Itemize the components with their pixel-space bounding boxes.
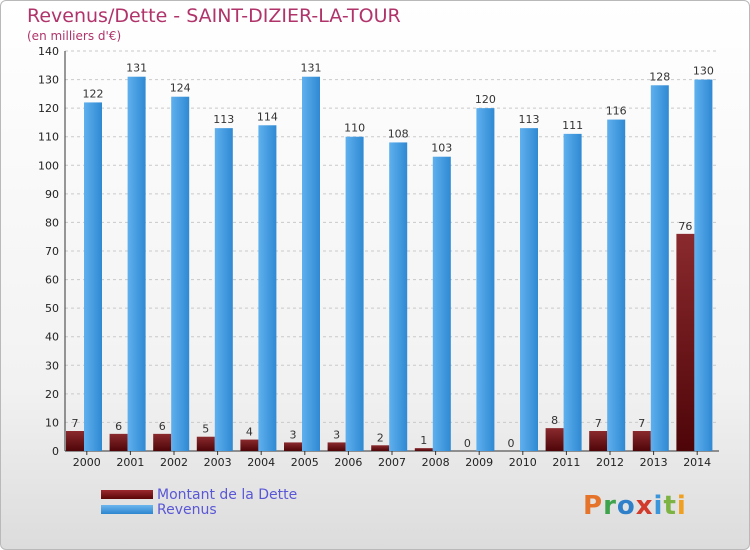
bar-revenus-2009 bbox=[476, 108, 495, 452]
bar-dette-2001 bbox=[109, 433, 128, 451]
y-tick-label: 110 bbox=[38, 131, 59, 144]
y-tick-label: 70 bbox=[45, 245, 59, 258]
x-tick-label-2006: 2006 bbox=[334, 456, 362, 469]
bar-revenus-2006 bbox=[345, 136, 364, 451]
x-tick-label-2000: 2000 bbox=[73, 456, 101, 469]
data-label-revenus-2004: 114 bbox=[257, 110, 278, 123]
y-tick-label: 30 bbox=[45, 359, 59, 372]
data-label-dette-2005: 3 bbox=[290, 428, 297, 441]
x-tick-label-2008: 2008 bbox=[422, 456, 450, 469]
y-tick-label: 50 bbox=[45, 302, 59, 315]
bar-dette-2000 bbox=[66, 431, 84, 451]
bar-dette-2006 bbox=[327, 442, 346, 451]
data-label-revenus-2009: 120 bbox=[475, 93, 496, 106]
data-label-dette-2010: 0 bbox=[508, 437, 515, 450]
bar-dette-2011 bbox=[545, 428, 564, 451]
bar-revenus-2000 bbox=[84, 102, 102, 451]
data-label-revenus-2005: 131 bbox=[301, 62, 322, 75]
proxiti-logo: Proxiti bbox=[583, 491, 687, 521]
y-tick-label: 90 bbox=[45, 188, 59, 201]
data-label-revenus-2013: 128 bbox=[649, 70, 670, 83]
legend-label-revenus: Revenus bbox=[157, 502, 217, 518]
x-tick-label-2013: 2013 bbox=[640, 456, 668, 469]
data-label-revenus-2012: 116 bbox=[606, 105, 627, 118]
bar-revenus-2005 bbox=[302, 76, 320, 451]
x-tick-label-2005: 2005 bbox=[291, 456, 319, 469]
data-label-revenus-2010: 113 bbox=[519, 113, 540, 126]
data-label-dette-2007: 2 bbox=[377, 431, 384, 444]
y-tick-label: 140 bbox=[38, 45, 59, 58]
data-label-revenus-2002: 124 bbox=[170, 82, 191, 95]
legend-swatch-dette bbox=[101, 490, 153, 499]
data-label-revenus-2001: 131 bbox=[126, 62, 147, 75]
data-label-dette-2013: 7 bbox=[638, 417, 645, 430]
chart-title: Revenus/Dette - SAINT-DIZIER-LA-TOUR bbox=[27, 5, 401, 27]
bar-revenus-2011 bbox=[563, 133, 582, 451]
data-label-revenus-2008: 103 bbox=[431, 142, 452, 155]
data-label-revenus-2011: 111 bbox=[562, 119, 583, 132]
y-tick-label: 0 bbox=[52, 445, 59, 458]
x-tick-label-2007: 2007 bbox=[378, 456, 406, 469]
bar-revenus-2010 bbox=[520, 128, 538, 451]
data-label-revenus-2006: 110 bbox=[344, 122, 365, 135]
legend-swatch-revenus bbox=[101, 505, 153, 514]
x-tick-label-2003: 2003 bbox=[204, 456, 232, 469]
bar-revenus-2004 bbox=[258, 125, 277, 452]
bar-dette-2005 bbox=[284, 442, 302, 451]
bar-dette-2004 bbox=[240, 439, 259, 451]
data-label-dette-2012: 7 bbox=[595, 417, 602, 430]
bar-dette-2002 bbox=[153, 433, 172, 451]
bar-dette-2008 bbox=[414, 448, 433, 451]
bar-revenus-2002 bbox=[171, 96, 190, 451]
x-tick-label-2012: 2012 bbox=[596, 456, 624, 469]
bar-dette-2007 bbox=[371, 445, 390, 451]
y-tick-label: 100 bbox=[38, 159, 59, 172]
data-label-dette-2001: 6 bbox=[115, 420, 122, 433]
bar-dette-2014 bbox=[676, 233, 695, 451]
data-label-revenus-2007: 108 bbox=[388, 127, 409, 140]
x-tick-label-2009: 2009 bbox=[465, 456, 493, 469]
y-tick-label: 20 bbox=[45, 388, 59, 401]
data-label-dette-2011: 8 bbox=[551, 414, 558, 427]
y-tick-label: 40 bbox=[45, 331, 59, 344]
data-label-revenus-2000: 122 bbox=[83, 87, 104, 100]
y-tick-label: 60 bbox=[45, 274, 59, 287]
x-tick-label-2014: 2014 bbox=[683, 456, 711, 469]
data-label-dette-2014: 76 bbox=[678, 220, 692, 233]
bar-revenus-2007 bbox=[389, 142, 408, 451]
bar-revenus-2014 bbox=[694, 79, 713, 452]
data-label-revenus-2003: 113 bbox=[213, 113, 234, 126]
y-tick-label: 80 bbox=[45, 216, 59, 229]
x-tick-label-2002: 2002 bbox=[160, 456, 188, 469]
bar-dette-2003 bbox=[196, 436, 215, 451]
data-label-dette-2000: 7 bbox=[72, 417, 79, 430]
bar-dette-2012 bbox=[589, 431, 608, 451]
bar-revenus-2012 bbox=[607, 119, 626, 452]
y-tick-label: 120 bbox=[38, 102, 59, 115]
data-label-dette-2009: 0 bbox=[464, 437, 471, 450]
bar-revenus-2013 bbox=[650, 85, 669, 452]
data-label-dette-2003: 5 bbox=[202, 423, 209, 436]
bar-revenus-2008 bbox=[432, 156, 451, 451]
bar-dette-2013 bbox=[632, 431, 651, 451]
chart-subtitle: (en milliers d'€) bbox=[27, 29, 122, 43]
legend-label-dette: Montant de la Dette bbox=[157, 487, 298, 503]
data-label-dette-2004: 4 bbox=[246, 426, 253, 439]
x-tick-label-2001: 2001 bbox=[116, 456, 144, 469]
data-label-dette-2002: 6 bbox=[159, 420, 166, 433]
bar-revenus-2001 bbox=[127, 76, 146, 451]
x-tick-label-2010: 2010 bbox=[509, 456, 537, 469]
bar-revenus-2003 bbox=[214, 128, 233, 451]
y-tick-label: 10 bbox=[45, 416, 59, 429]
data-label-revenus-2014: 130 bbox=[693, 65, 714, 78]
x-tick-label-2004: 2004 bbox=[247, 456, 275, 469]
y-tick-label: 130 bbox=[38, 74, 59, 87]
x-tick-label-2011: 2011 bbox=[552, 456, 580, 469]
data-label-dette-2008: 1 bbox=[420, 434, 427, 447]
data-label-dette-2006: 3 bbox=[333, 428, 340, 441]
